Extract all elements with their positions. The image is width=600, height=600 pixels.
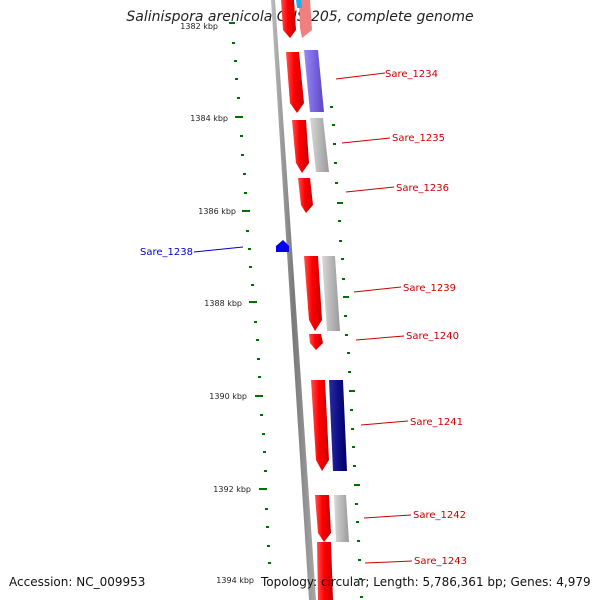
scale-tick-label: 1382 kbp: [180, 22, 218, 31]
scale-tick-1386: [242, 210, 250, 212]
gene-label-sare-1234[interactable]: Sare_1234: [385, 69, 438, 80]
scale-tick-label: 1394 kbp: [216, 576, 254, 585]
gene-block[interactable]: [296, 0, 302, 8]
gene-block[interactable]: [304, 256, 322, 331]
scale-dots-left: [232, 42, 271, 564]
scale-tick-label: 1388 kbp: [204, 299, 242, 308]
accession-text: Accession: NC_009953: [9, 575, 146, 589]
scale-tick-1392: [259, 488, 267, 490]
gene-block[interactable]: [317, 542, 333, 600]
gene-block[interactable]: [292, 120, 309, 173]
genome-backbone: [271, 0, 316, 600]
gene-block[interactable]: [311, 380, 329, 471]
gene-label-sare-1235[interactable]: Sare_1235: [392, 133, 445, 144]
gene-block[interactable]: [298, 178, 313, 213]
gene-block[interactable]: [299, 0, 312, 38]
scale-tick-label: 1386 kbp: [198, 207, 236, 216]
gene-label-sare-1242[interactable]: Sare_1242: [413, 510, 466, 521]
scale-tick-label: 1390 kbp: [209, 392, 247, 401]
gene-block[interactable]: [329, 380, 347, 471]
gene-block[interactable]: [309, 334, 323, 350]
gene-block-reverse[interactable]: [276, 240, 289, 252]
scale-tick-1384: [235, 116, 243, 118]
genome-stats-text: Topology: circular; Length: 5,786,361 bp…: [261, 575, 591, 589]
gene-block[interactable]: [286, 52, 304, 113]
scale-tick-1382: [229, 22, 235, 24]
gene-block[interactable]: [322, 256, 340, 331]
gene-label-sare-1236[interactable]: Sare_1236: [396, 183, 449, 194]
scale-tick-1390: [255, 395, 263, 397]
gene-block[interactable]: [310, 118, 329, 172]
label-leader-lines: [193, 72, 413, 564]
gene-label-sare-1240[interactable]: Sare_1240: [406, 331, 459, 342]
gene-label-sare-1241[interactable]: Sare_1241: [410, 417, 463, 428]
scale-tick-label: 1392 kbp: [213, 485, 251, 494]
gene-labels: Sare_1234 Sare_1235 Sare_1236 Sare_1238 …: [140, 69, 467, 567]
scale-tick-label: 1384 kbp: [190, 114, 228, 123]
scale-dots-right: [330, 106, 363, 598]
gene-block[interactable]: [281, 0, 296, 38]
gene-label-sare-1239[interactable]: Sare_1239: [403, 283, 456, 294]
gene-label-sare-1238[interactable]: Sare_1238: [140, 247, 193, 258]
scale-ticks: 1382 kbp 1384 kbp 1386 kbp 1388 kbp 1390…: [180, 22, 267, 585]
forward-genes: [281, 0, 333, 600]
gene-block[interactable]: [334, 495, 349, 542]
gene-block[interactable]: [315, 495, 331, 542]
gene-label-sare-1243[interactable]: Sare_1243: [414, 556, 467, 567]
gene-block[interactable]: [304, 50, 324, 112]
companion-genes: [296, 0, 349, 542]
scale-tick-1388: [249, 301, 257, 303]
